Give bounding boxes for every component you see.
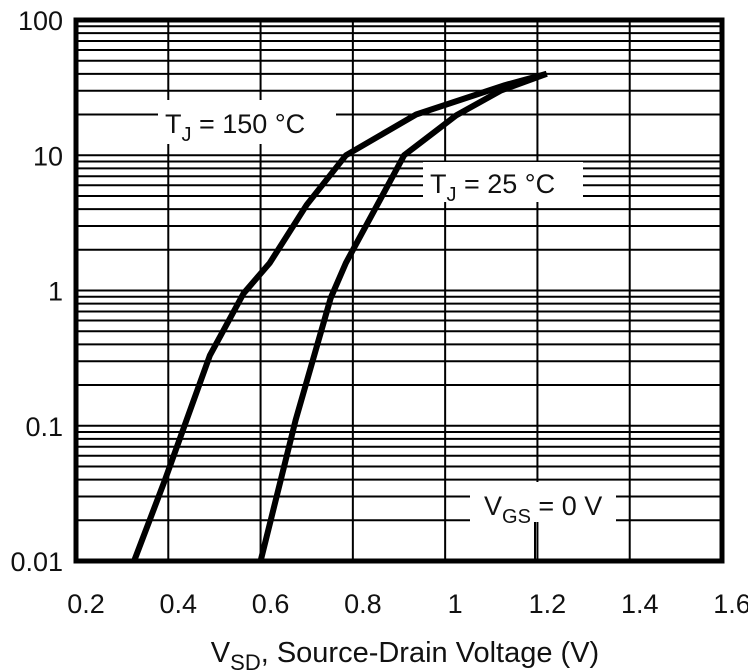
x-tick-labels: 0.2 0.4 0.6 0.8 1 1.2 1.4 1.6 [67, 589, 748, 619]
annotation-text: VGS = 0 V [484, 491, 602, 528]
y-tick-label: 100 [18, 6, 63, 36]
series-line-0 [131, 70, 548, 563]
x-tick-label: 1.4 [621, 589, 659, 619]
annotation-bg [158, 100, 336, 144]
grid [76, 20, 722, 562]
y-tick-label: 10 [33, 141, 63, 171]
x-tick-label: 0.2 [67, 589, 105, 619]
annotation-tj-150: TJ = 150 °C [158, 100, 336, 146]
plot-frame [73, 17, 725, 564]
x-tick-label: 1.2 [529, 589, 567, 619]
curves [131, 70, 548, 563]
annotation-vgs: VGS = 0 V [470, 482, 616, 561]
x-tick-label: 1 [448, 589, 463, 619]
x-tick-label: 0.8 [344, 589, 382, 619]
annotation-text: TJ = 25 °C [430, 169, 555, 206]
annotation-bg [470, 482, 616, 522]
y-tick-labels: 100 10 1 0.1 0.01 [10, 6, 63, 577]
x-tick-label: 1.6 [713, 589, 748, 619]
x-tick-label: 0.6 [252, 589, 290, 619]
annotation-tj-25: TJ = 25 °C [423, 162, 583, 206]
annotation-text: TJ = 150 °C [165, 109, 305, 146]
y-tick-label: 0.1 [25, 412, 63, 442]
series-line-1 [257, 70, 548, 562]
y-tick-label: 1 [48, 277, 63, 307]
x-tick-label: 0.4 [160, 589, 198, 619]
y-tick-label: 0.01 [10, 547, 63, 577]
annotation-bg [423, 162, 583, 202]
x-axis-label: VSD, Source-Drain Voltage (V) [211, 637, 599, 670]
